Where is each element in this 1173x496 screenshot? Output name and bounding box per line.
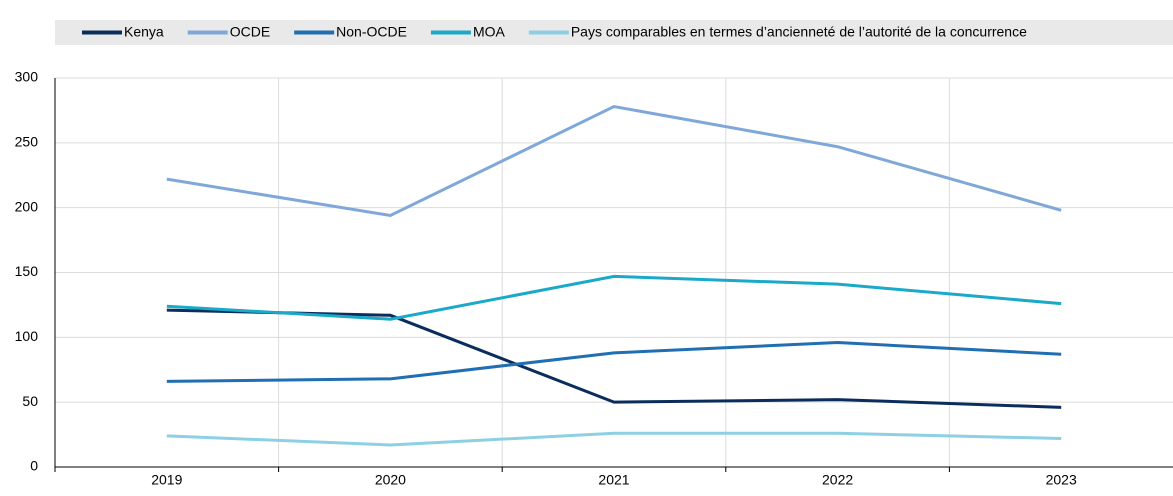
x-tick-label: 2019: [151, 472, 182, 488]
y-tick-label: 250: [15, 134, 39, 150]
series-line: [166, 274, 1062, 321]
legend-label: OCDE: [230, 24, 270, 40]
legend-background: [55, 20, 1173, 45]
legend-label: Pays comparables en termes d’ancienneté …: [571, 24, 1027, 40]
y-tick-label: 150: [15, 263, 39, 279]
x-tick-label: 2020: [375, 472, 406, 488]
series-line: [166, 104, 1062, 218]
x-tick-label: 2021: [598, 472, 629, 488]
x-tick-label: 2022: [822, 472, 853, 488]
y-tick-label: 100: [15, 328, 39, 344]
series-line: [166, 308, 1062, 409]
y-tick-label: 50: [22, 393, 38, 409]
y-tick-label: 300: [15, 69, 39, 85]
legend-label: MOA: [473, 24, 506, 40]
legend-label: Non-OCDE: [336, 24, 407, 40]
y-tick-label: 0: [30, 458, 38, 474]
series-line: [166, 431, 1062, 447]
legend-label: Kenya: [124, 24, 164, 40]
y-tick-label: 200: [15, 198, 39, 214]
series-line: [166, 341, 1062, 383]
x-tick-label: 2023: [1046, 472, 1077, 488]
